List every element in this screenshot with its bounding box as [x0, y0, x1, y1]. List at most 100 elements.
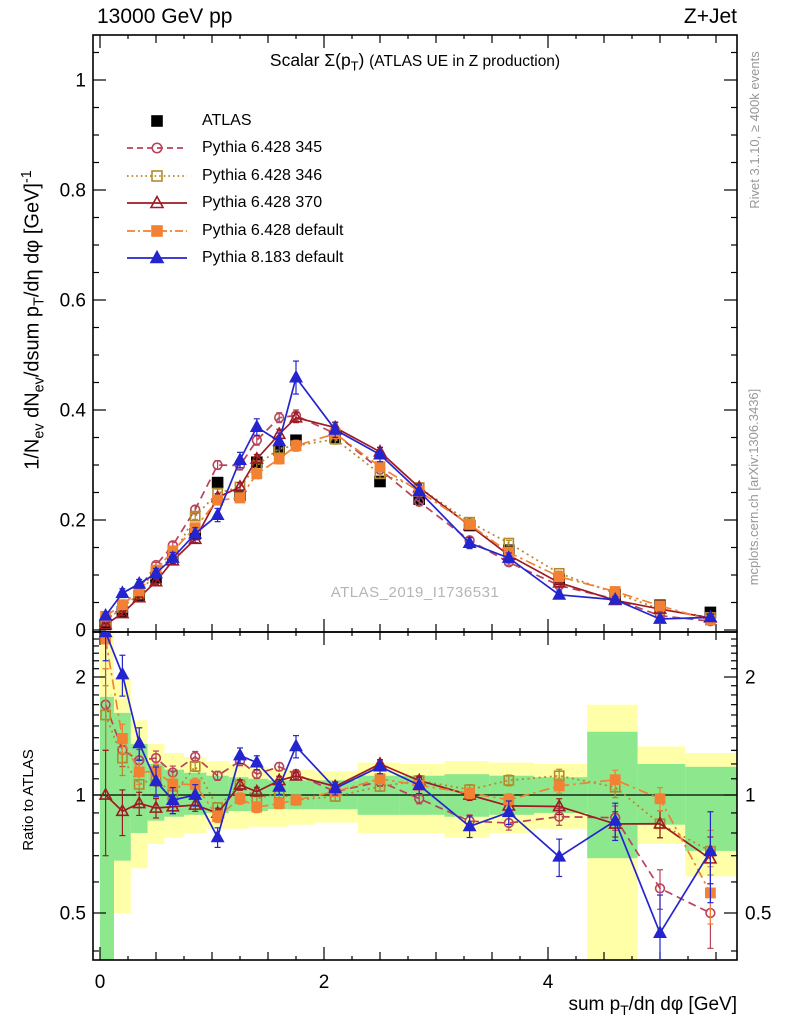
x-axis-title: sum pT/dη dφ [GeV] [400, 994, 737, 1018]
data-marker [212, 494, 223, 506]
data-marker [115, 605, 130, 619]
legend-item-pythia-6428-345: Pythia 6.428 345 [126, 135, 343, 163]
series-line [105, 432, 711, 621]
title-observable-sub: T [350, 59, 359, 74]
series-pythia-8183-default-main [98, 360, 718, 624]
legend-swatch-pythia-6428-370 [127, 195, 187, 209]
band-bin [100, 696, 114, 960]
data-marker [654, 793, 666, 805]
legend-label: ATLAS [202, 111, 252, 129]
data-marker [290, 794, 302, 806]
y-axis-title-part: 1/N [21, 438, 44, 470]
legend-label: Pythia 6.428 346 [202, 166, 323, 184]
data-marker [290, 440, 302, 452]
data-marker [373, 446, 387, 460]
data-marker [653, 611, 667, 624]
legend-label: Pythia 6.428 370 [202, 194, 323, 212]
data-marker [653, 925, 667, 938]
data-marker [98, 632, 113, 638]
band-bin [206, 775, 229, 813]
pythia-6428-345-marker-icon [127, 142, 187, 154]
y-axis-title-part: /dsum p [21, 305, 44, 378]
data-marker [132, 589, 147, 603]
data-marker [149, 800, 163, 813]
legend-item-pythia-8183-default: Pythia 8.183 default [126, 245, 343, 273]
data-marker [133, 766, 145, 778]
legend-item-pythia-6428-346: Pythia 6.428 346 [126, 162, 343, 190]
data-marker [414, 793, 425, 804]
legend-swatch-pythia-6428-default [127, 224, 187, 237]
data-marker [149, 565, 163, 579]
y-axis-tick-label: 0.2 [60, 511, 86, 532]
ratio-tick-label-left: 2 [75, 668, 86, 689]
data-marker [233, 479, 247, 492]
data-marker [211, 476, 224, 489]
legend-item-atlas: ATLAS [126, 107, 343, 135]
title-observable: Scalar Σ(p [269, 50, 351, 70]
data-marker [210, 829, 225, 843]
data-marker [188, 787, 203, 800]
y-axis-tick-label: 0.4 [60, 401, 87, 422]
data-marker [251, 801, 263, 813]
data-marker [374, 773, 386, 785]
data-marker [553, 780, 565, 792]
y-axis-title-sub: ev [31, 377, 48, 393]
data-marker [165, 550, 180, 563]
data-marker [328, 780, 343, 794]
data-marker [273, 798, 285, 809]
data-marker [608, 591, 623, 605]
pythia-6428-370-marker-icon [127, 195, 187, 209]
process-label: Z+Jet [683, 5, 737, 28]
data-marker [117, 733, 128, 744]
data-marker [464, 787, 475, 799]
data-marker [117, 599, 128, 611]
series-line [104, 704, 711, 914]
ratio-tick-label-left: 1 [75, 786, 86, 807]
ratio-tick-label-left: 0.5 [60, 904, 86, 925]
ratio-panel-frame [92, 631, 738, 961]
data-marker [274, 761, 285, 772]
data-marker [212, 811, 223, 823]
x-axis-tick-label: 0 [95, 972, 106, 993]
legend-swatch-pythia-6428-346 [127, 169, 187, 182]
data-marker [328, 422, 343, 435]
data-marker [462, 818, 477, 832]
data-marker [149, 773, 163, 787]
data-marker [249, 754, 264, 768]
data-marker [249, 451, 264, 464]
ratio-axis-title: Ratio to ATLAS [20, 749, 37, 851]
data-marker [609, 774, 621, 786]
data-marker [249, 783, 264, 797]
data-marker [552, 798, 567, 812]
data-marker [552, 587, 567, 600]
y-axis-title-sub: T [31, 297, 48, 306]
legend-label: Pythia 8.183 default [202, 249, 344, 267]
data-marker [188, 797, 203, 810]
data-marker [149, 573, 163, 587]
ratio-tick-label-right: 0.5 [745, 904, 771, 925]
data-marker [149, 250, 165, 264]
data-marker [464, 518, 475, 530]
y-axis-tick-label: 0.6 [60, 291, 86, 312]
data-marker [272, 433, 287, 447]
y-axis-tick-label: 0 [75, 621, 86, 642]
data-marker [188, 525, 203, 539]
data-marker [189, 761, 201, 772]
mcplots-arxiv-note: mcplots.cern.ch [arXiv:1306.3436] [746, 388, 761, 586]
series-pythia-8183-default-ratio [98, 632, 718, 960]
data-marker [703, 843, 718, 857]
data-marker [151, 114, 163, 127]
data-marker [98, 616, 113, 630]
x-axis-title-part: sum p [568, 994, 621, 1015]
pythia-6428-default-marker-icon [127, 224, 187, 237]
x-axis-tick-label: 2 [319, 972, 330, 993]
data-marker [249, 419, 264, 432]
x-axis-tick-label: 4 [543, 972, 554, 993]
data-marker [212, 770, 223, 781]
atlas-marker-icon [151, 114, 163, 127]
data-marker [289, 409, 303, 423]
data-marker [210, 507, 225, 520]
data-marker [100, 709, 111, 721]
y-axis-title-part: dN [21, 392, 44, 424]
